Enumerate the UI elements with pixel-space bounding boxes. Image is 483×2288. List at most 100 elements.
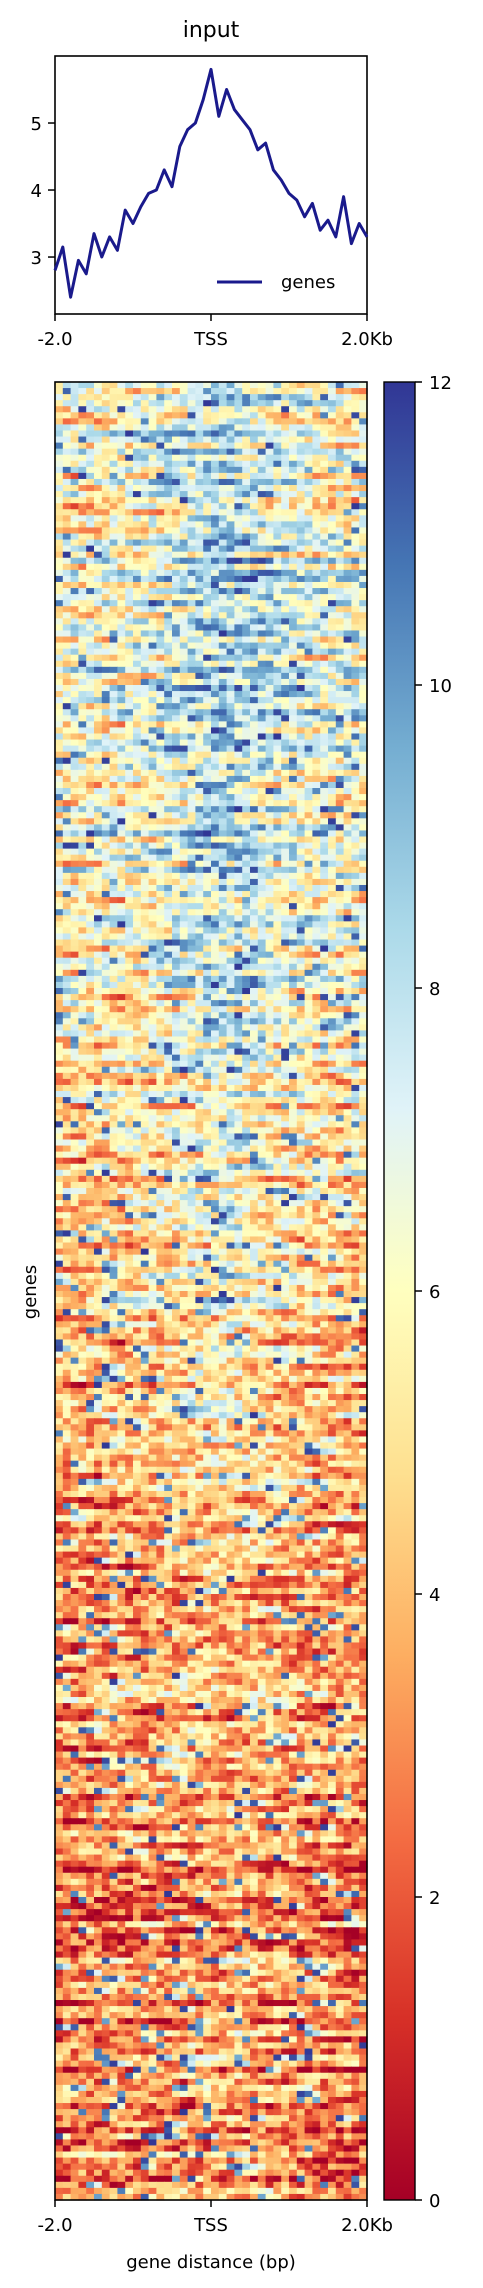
- heatmap-cell: [320, 739, 329, 747]
- heatmap-cell: [211, 854, 220, 862]
- heatmap-cell: [296, 897, 306, 904]
- heatmap-cell: [172, 739, 181, 747]
- heatmap-cell: [125, 927, 134, 935]
- heatmap-cell: [257, 866, 267, 874]
- heatmap-cell: [117, 830, 126, 838]
- heatmap-cell: [156, 1066, 165, 1074]
- heatmap-cell: [156, 624, 165, 632]
- heatmap-cell: [55, 994, 64, 1001]
- heatmap-cell: [172, 975, 181, 983]
- heatmap-cell: [86, 672, 95, 680]
- heatmap-cell: [226, 1115, 235, 1122]
- heatmap-cell: [304, 878, 313, 886]
- heatmap-cell: [187, 897, 196, 904]
- heatmap-cell: [296, 503, 306, 510]
- heatmap-cell: [328, 842, 337, 850]
- heatmap-cell: [273, 945, 282, 953]
- heatmap-cell: [179, 830, 189, 838]
- heatmap-cell: [257, 1060, 267, 1068]
- heatmap-cell: [156, 382, 165, 389]
- heatmap-cell: [250, 1060, 259, 1068]
- heatmap-cell: [133, 1000, 142, 1007]
- heatmap-cell: [195, 733, 204, 741]
- heatmap-cell: [172, 788, 181, 795]
- heatmap-cell: [257, 703, 267, 710]
- heatmap-cell: [304, 600, 313, 607]
- heatmap-cell: [78, 442, 87, 450]
- heatmap-cell: [156, 569, 165, 577]
- heatmap-cell: [78, 478, 87, 486]
- heatmap-cell: [109, 660, 118, 668]
- heatmap-cell: [156, 400, 165, 407]
- heatmap-cell: [211, 715, 220, 722]
- heatmap-cell: [109, 406, 118, 413]
- heatmap-cell: [94, 1109, 103, 1116]
- heatmap-cell: [250, 1018, 259, 1025]
- heatmap-cell: [101, 436, 111, 444]
- heatmap-cell: [70, 769, 79, 777]
- heatmap-cell: [242, 769, 251, 777]
- heatmap-cell: [289, 994, 298, 1001]
- heatmap-cell: [312, 1121, 321, 1128]
- heatmap-cell: [55, 430, 64, 438]
- heatmap-cell: [55, 794, 64, 801]
- heatmap-cell: [55, 466, 64, 474]
- heatmap-cell: [86, 491, 95, 498]
- heatmap-cell: [234, 533, 243, 541]
- heatmap-cell: [172, 721, 181, 729]
- heatmap-cell: [94, 478, 103, 486]
- heatmap-cell: [304, 1072, 313, 1080]
- heatmap-cell: [242, 921, 251, 928]
- heatmap-cell: [211, 1066, 220, 1074]
- heatmap-cell: [211, 1036, 220, 1044]
- heatmap-cell: [148, 581, 157, 589]
- heatmap-cell: [281, 497, 290, 504]
- heatmap-cell: [187, 921, 196, 928]
- heatmap-cell: [55, 854, 64, 862]
- heatmap-cell: [328, 557, 337, 565]
- heatmap-cell: [187, 1091, 196, 1098]
- heatmap-cell: [312, 678, 321, 686]
- heatmap-cell: [328, 424, 337, 432]
- heatmap-cell: [156, 678, 165, 686]
- heatmap-cell: [320, 721, 329, 729]
- heatmap-cell: [257, 1097, 267, 1104]
- heatmap-cell: [257, 739, 267, 747]
- heatmap-cell: [335, 606, 345, 613]
- heatmap-cell: [242, 521, 251, 529]
- heatmap-cell: [234, 491, 243, 498]
- heatmap-cell: [242, 836, 251, 844]
- heatmap-cell: [164, 418, 173, 426]
- heatmap-cell: [179, 424, 189, 432]
- heatmap-cell: [343, 1066, 352, 1074]
- heatmap-cell: [351, 800, 360, 807]
- heatmap-cell: [335, 1042, 345, 1050]
- heatmap-cell: [203, 1091, 212, 1098]
- heatmap-cell: [195, 818, 204, 825]
- heatmap-cell: [273, 515, 282, 522]
- heatmap-cell: [211, 818, 220, 825]
- heatmap-cell: [250, 618, 259, 625]
- heatmap-cell: [156, 521, 165, 529]
- heatmap-cell: [78, 921, 87, 928]
- heatmap-cell: [94, 612, 103, 619]
- heatmap-cell: [234, 685, 243, 692]
- heatmap-cell: [101, 551, 111, 559]
- heatmap-cell: [351, 884, 360, 892]
- heatmap-cell: [257, 1042, 267, 1050]
- heatmap-cell: [226, 563, 235, 571]
- heatmap-cell: [156, 1024, 165, 1032]
- heatmap-cell: [335, 727, 345, 735]
- heatmap-cell: [172, 806, 181, 813]
- heatmap-cell: [296, 975, 306, 983]
- heatmap-cell: [203, 727, 212, 735]
- heatmap-cell: [70, 775, 79, 783]
- heatmap-cell: [328, 430, 337, 438]
- heatmap-cell: [203, 1006, 212, 1013]
- heatmap-cell: [55, 1066, 64, 1074]
- heatmap-cell: [133, 442, 142, 450]
- heatmap-cell: [218, 739, 228, 747]
- heatmap-cell: [179, 636, 189, 644]
- heatmap-cell: [78, 733, 87, 741]
- heatmap-cell: [179, 1036, 189, 1044]
